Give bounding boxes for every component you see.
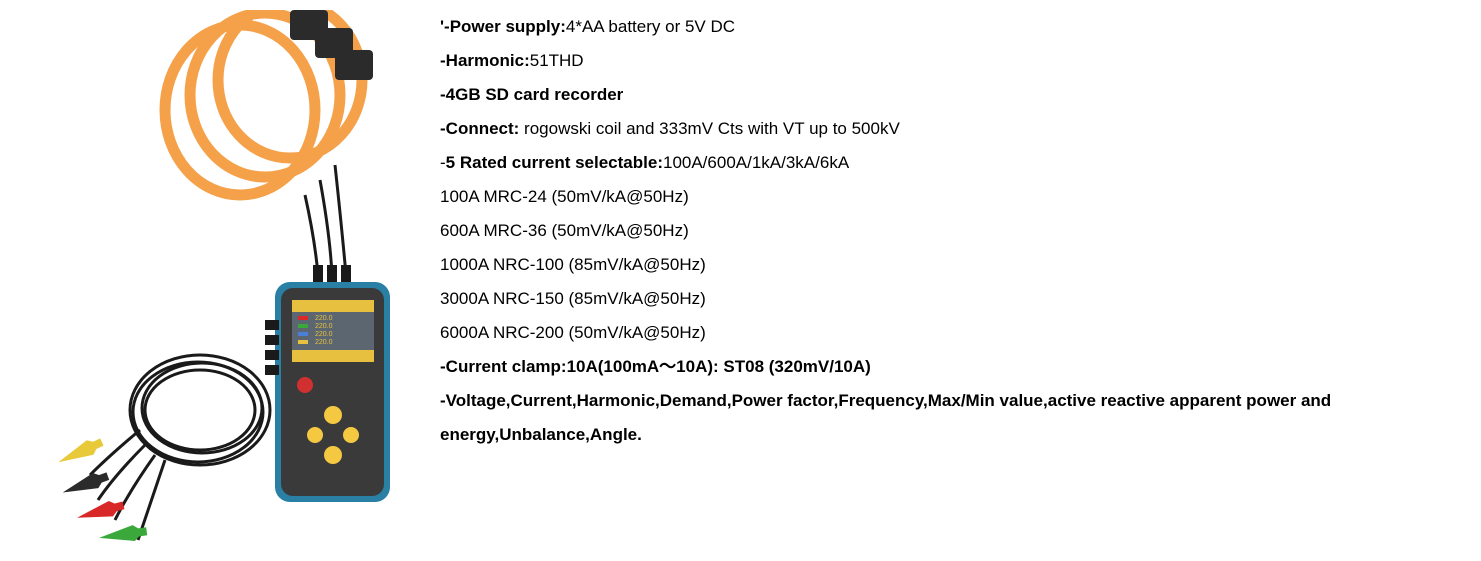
svg-text:220.0: 220.0 xyxy=(315,331,333,338)
spec-harmonic: -Harmonic:51THD xyxy=(440,44,1461,78)
spec-value: 51THD xyxy=(530,51,584,70)
spec-sd-card: -4GB SD card recorder xyxy=(440,78,1461,112)
spec-label: -Current clamp:10A(100mA～10A): ST08 (320… xyxy=(440,357,871,376)
spec-value: 4*AA battery or 5V DC xyxy=(566,17,735,36)
product-image: 220.0 220.0 220.0 220.0 xyxy=(20,10,420,550)
spec-list: '-Power supply:4*AA battery or 5V DC -Ha… xyxy=(420,10,1461,551)
svg-text:220.0: 220.0 xyxy=(315,315,333,322)
spec-6000a: 6000A NRC-200 (50mV/kA@50Hz) xyxy=(440,316,1461,350)
svg-text:220.0: 220.0 xyxy=(315,339,333,346)
spec-current-clamp: -Current clamp:10A(100mA～10A): ST08 (320… xyxy=(440,350,1461,384)
svg-text:220.0: 220.0 xyxy=(315,323,333,330)
spec-label: -4GB SD card recorder xyxy=(440,85,623,104)
spec-label: -Connect: xyxy=(440,119,524,138)
spec-600a: 600A MRC-36 (50mV/kA@50Hz) xyxy=(440,214,1461,248)
spec-1000a: 1000A NRC-100 (85mV/kA@50Hz) xyxy=(440,248,1461,282)
spec-3000a: 3000A NRC-150 (85mV/kA@50Hz) xyxy=(440,282,1461,316)
spec-100a: 100A MRC-24 (50mV/kA@50Hz) xyxy=(440,180,1461,214)
spec-label: -Voltage,Current,Harmonic,Demand,Power f… xyxy=(440,391,1331,444)
spec-value: rogowski coil and 333mV Cts with VT up t… xyxy=(524,119,900,138)
spec-rated-current: -5 Rated current selectable:100A/600A/1k… xyxy=(440,146,1461,180)
spec-label: -Harmonic: xyxy=(440,51,530,70)
device-illustration: 220.0 220.0 220.0 220.0 xyxy=(20,10,420,550)
spec-label: '-Power supply: xyxy=(440,17,566,36)
spec-label: 5 Rated current selectable: xyxy=(446,153,663,172)
spec-power-supply: '-Power supply:4*AA battery or 5V DC xyxy=(440,10,1461,44)
spec-connect: -Connect: rogowski coil and 333mV Cts wi… xyxy=(440,112,1461,146)
spec-value: 100A/600A/1kA/3kA/6kA xyxy=(663,153,849,172)
spec-measurements: -Voltage,Current,Harmonic,Demand,Power f… xyxy=(440,384,1461,452)
